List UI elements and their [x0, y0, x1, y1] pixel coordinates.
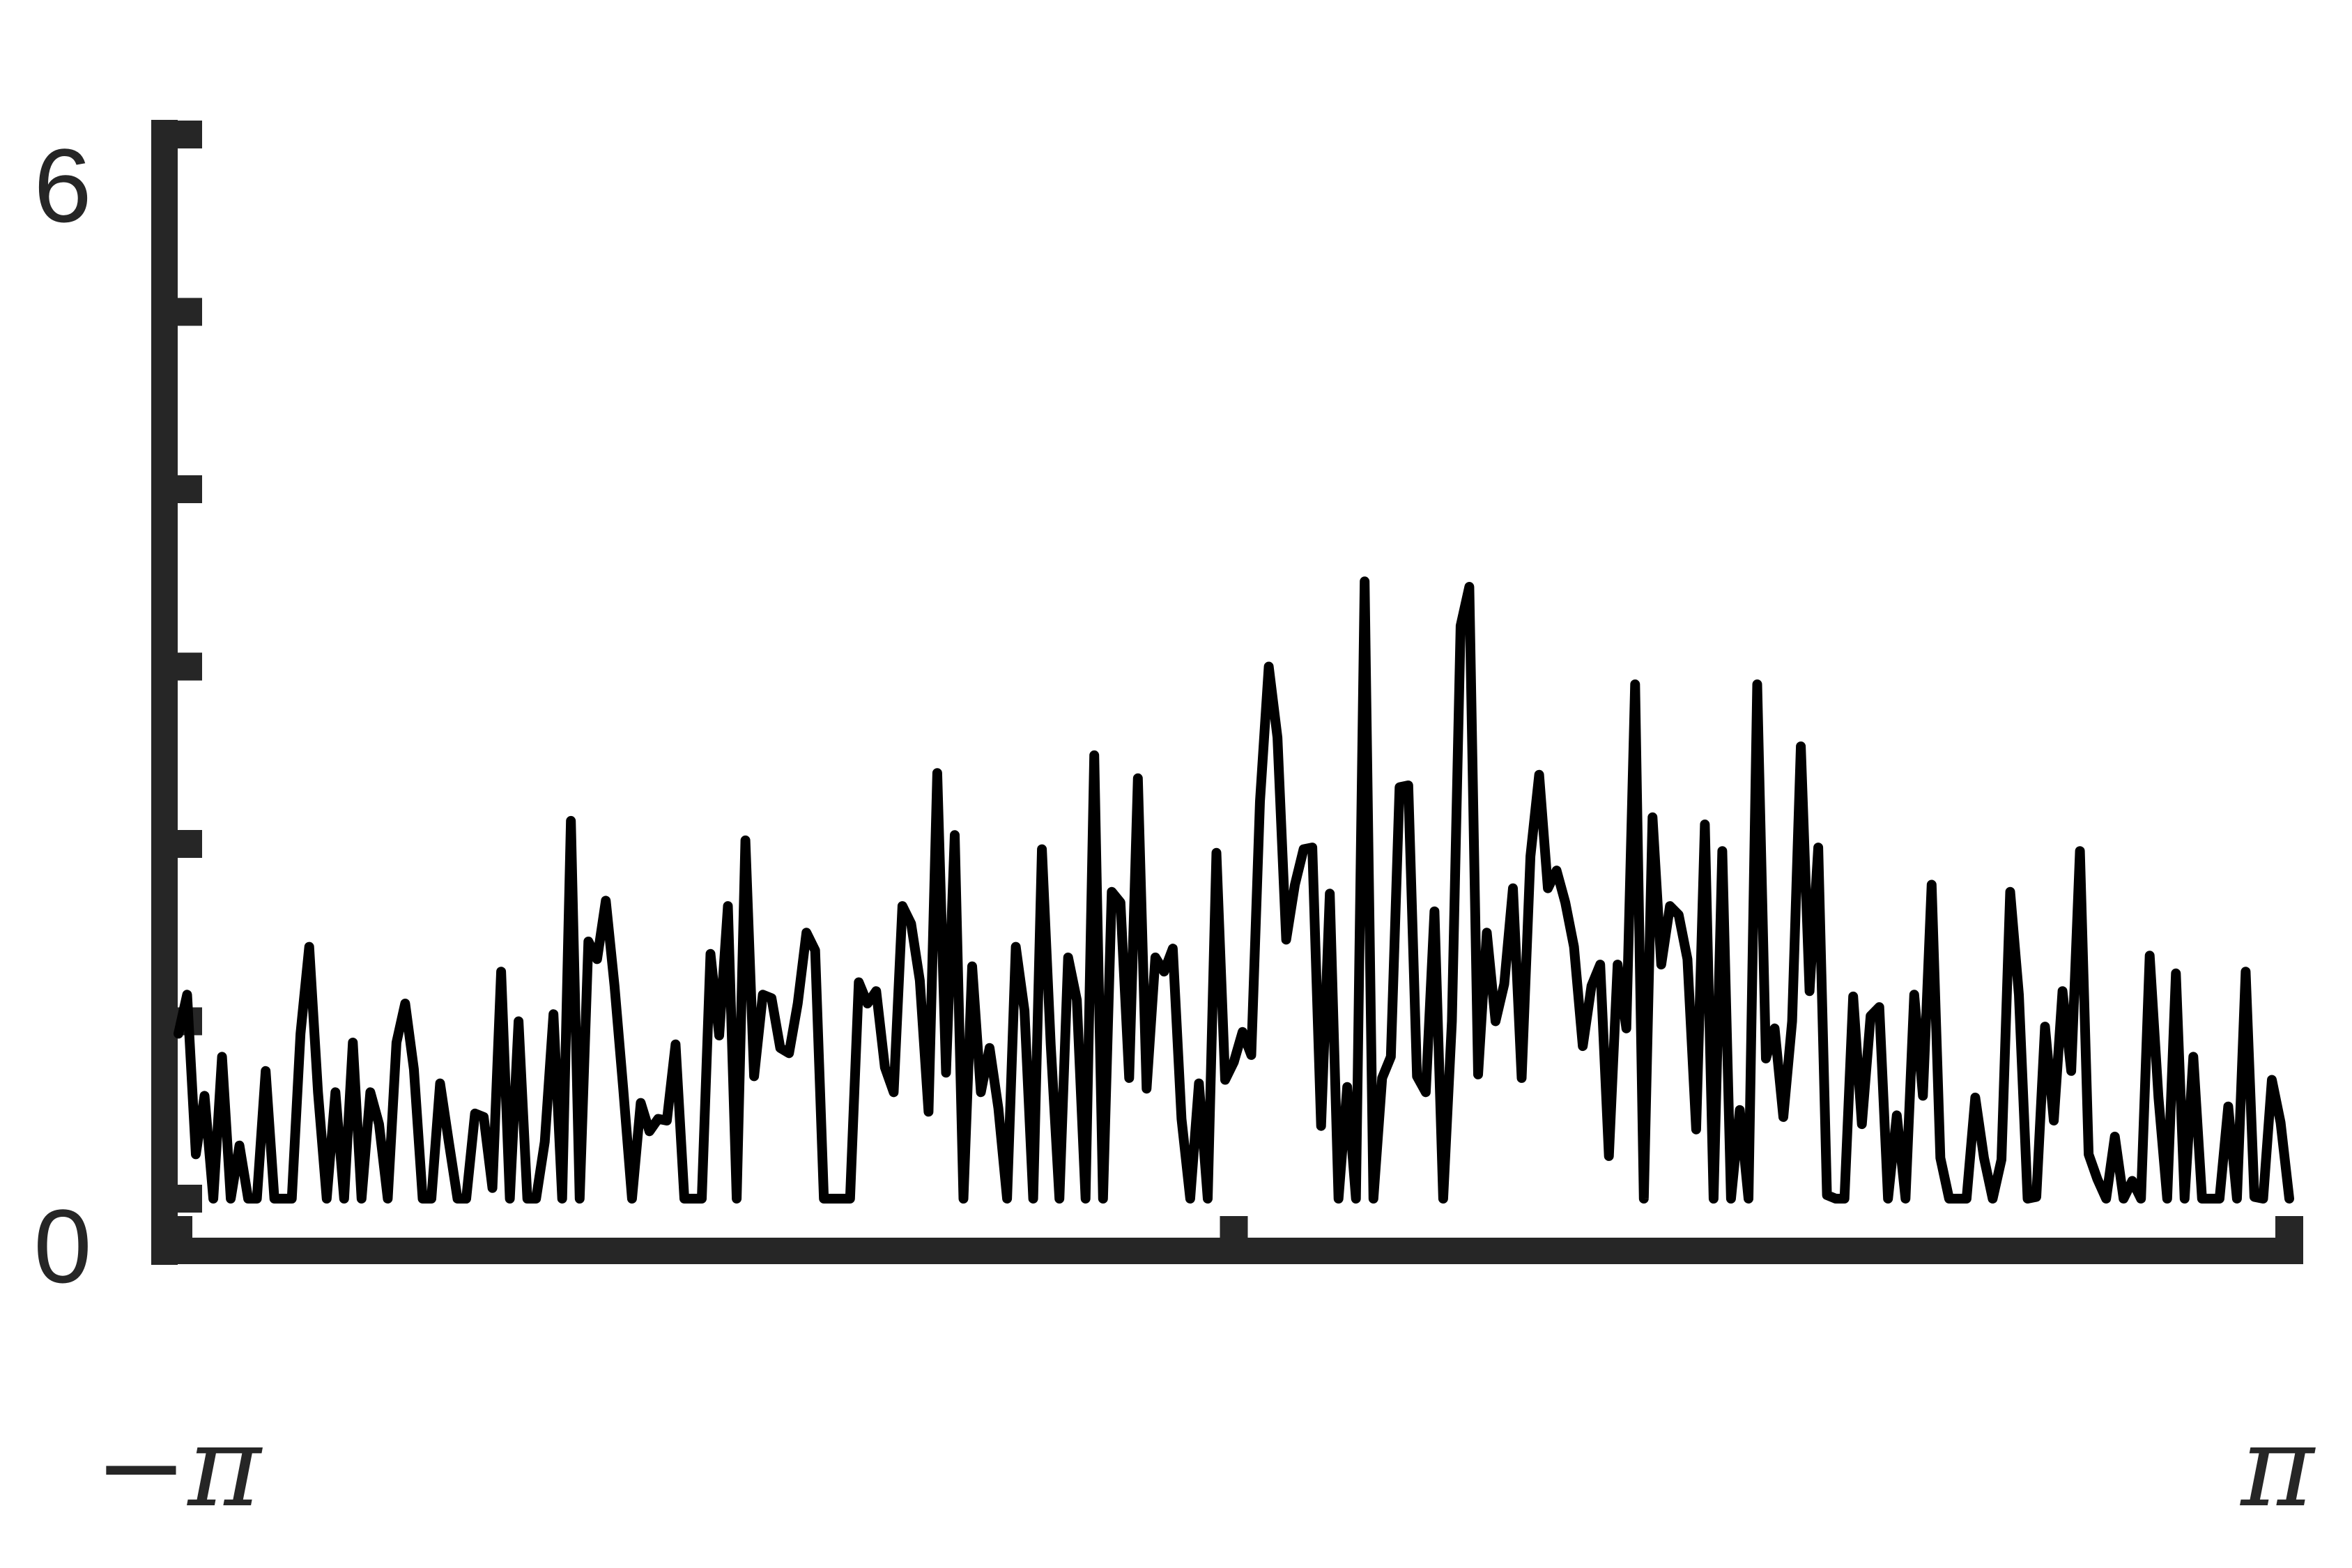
x-axis-ticks: [164, 1216, 2303, 1251]
x-tick-label-right: π: [2239, 1401, 2316, 1532]
x-tick-label-left: −π: [94, 1401, 263, 1532]
y-tick-label-top: 6: [33, 127, 91, 244]
axes: [151, 120, 2303, 1265]
y-axis-ticks: [164, 121, 202, 1213]
y-tick-label-bottom: 0: [33, 1187, 91, 1305]
series-line: [174, 576, 2294, 1204]
tick-labels: 6 0 −π π: [33, 127, 2316, 1532]
